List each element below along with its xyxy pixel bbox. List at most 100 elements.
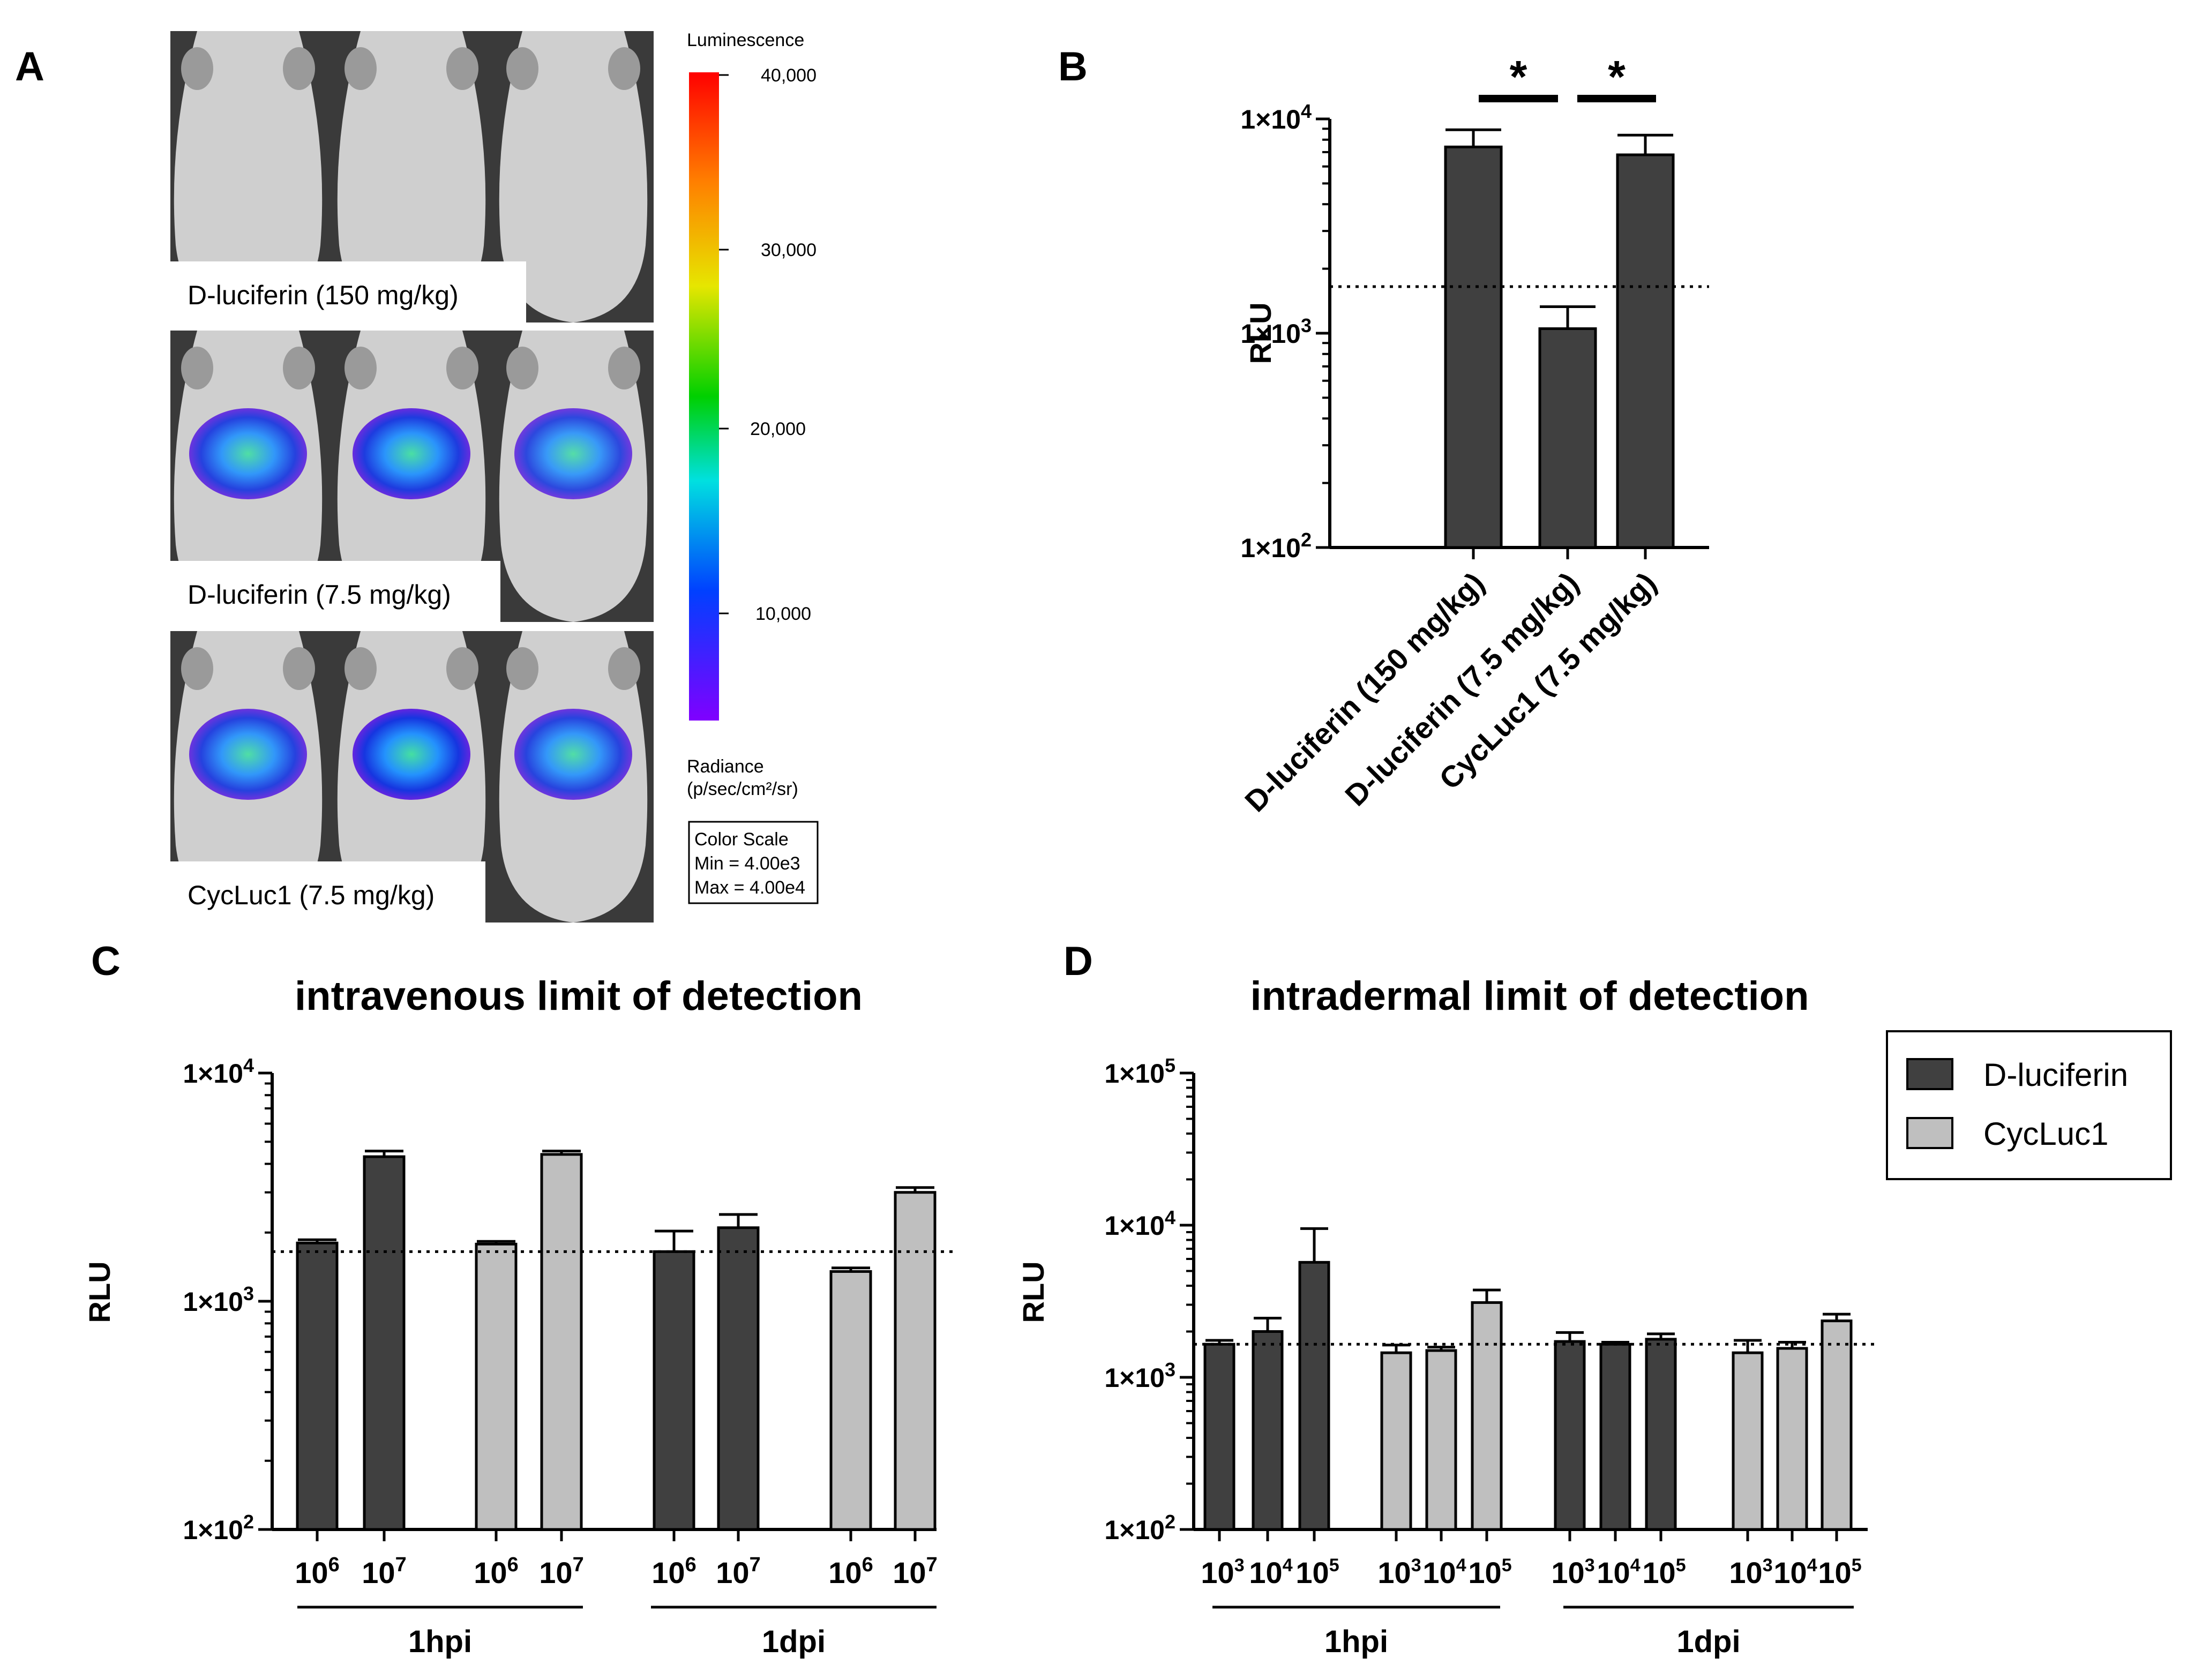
mouse xyxy=(174,331,323,622)
x-tick-label: 106 xyxy=(651,1554,696,1589)
y-tick-label: 1×103 xyxy=(1104,1359,1175,1393)
bar-rect xyxy=(1425,1349,1457,1531)
mouse-body xyxy=(499,31,648,322)
color-scale-bar xyxy=(689,72,719,721)
luminescence-signal xyxy=(514,709,632,800)
bar xyxy=(1252,1316,1284,1531)
bar-chart-c: 1×104 1×103 1×102 RLU intravenous limit of d… xyxy=(83,973,954,1659)
mouse-ear xyxy=(608,347,640,389)
bar xyxy=(1471,1288,1503,1531)
x-tick-label: 104 xyxy=(1597,1555,1640,1589)
mouse-ear xyxy=(344,47,377,90)
mouse-ear xyxy=(506,647,538,690)
bar xyxy=(540,1150,583,1531)
y-tick-label: 1×102 xyxy=(1104,1511,1175,1545)
group-label: 1hpi xyxy=(408,1624,472,1659)
bar-rect xyxy=(829,1270,872,1531)
mouse xyxy=(499,331,648,622)
photo-row-2: D-luciferin (7.5 mg/kg) xyxy=(170,331,654,622)
color-scale-min: Min = 4.00e3 xyxy=(694,853,800,874)
y-axis-label: RLU xyxy=(1016,1261,1050,1323)
chart-title: intradermal limit of detection xyxy=(1250,973,1809,1019)
bar xyxy=(363,1150,406,1531)
luminescence-signal xyxy=(189,408,307,499)
x-tick-label: 104 xyxy=(1422,1555,1466,1589)
mouse-group xyxy=(174,31,648,322)
photo-label: D-luciferin (150 mg/kg) xyxy=(188,280,459,310)
bar-rect xyxy=(475,1242,518,1531)
y-tick-label: 1×104 xyxy=(183,1054,254,1089)
legend-swatch-cycluc1 xyxy=(1906,1117,1953,1149)
bar-rect xyxy=(296,1241,339,1531)
mouse-ear xyxy=(181,347,213,389)
x-tick-label: 103 xyxy=(1377,1555,1421,1589)
mouse xyxy=(337,31,486,322)
x-tick-label: 105 xyxy=(1468,1555,1511,1589)
mouse-imaging-panel: D-luciferin (150 mg/kg) D-luciferin (7.5… xyxy=(170,30,819,922)
bar-rect xyxy=(1616,153,1675,549)
bar-rect xyxy=(1444,145,1503,549)
bar xyxy=(475,1240,518,1531)
photo-label-box xyxy=(170,861,485,922)
significance-star: * xyxy=(1608,51,1626,102)
mouse-ear xyxy=(283,347,315,389)
mouse xyxy=(174,631,323,922)
luminescence-signal xyxy=(353,709,470,800)
bar-rect xyxy=(653,1250,695,1531)
color-scale-box xyxy=(688,821,819,904)
mouse-ear xyxy=(506,47,538,90)
panel-label-a: A xyxy=(15,44,44,89)
y-tick-label: 1×102 xyxy=(183,1511,254,1545)
y-tick-label: 1×105 xyxy=(1104,1054,1175,1089)
legend-box xyxy=(1886,1030,2172,1180)
mouse xyxy=(337,631,486,922)
mouse-ear xyxy=(446,347,478,389)
x-tick-label: 104 xyxy=(1249,1555,1292,1589)
bar xyxy=(1599,1341,1631,1531)
scale-tick-label: 10,000 xyxy=(755,604,811,624)
bar xyxy=(1616,133,1675,549)
bar-rect xyxy=(1732,1351,1764,1531)
x-tick-label: 106 xyxy=(828,1554,873,1589)
mouse-ear xyxy=(506,347,538,389)
bar xyxy=(1538,305,1597,549)
bar xyxy=(894,1186,937,1531)
legend-label-cycluc1: CycLuc1 xyxy=(1983,1116,2108,1152)
bar-rect xyxy=(1821,1319,1853,1531)
bar-rect xyxy=(1203,1342,1235,1531)
x-tick-label: 106 xyxy=(474,1554,518,1589)
y-tick-label: 1×103 xyxy=(183,1282,254,1317)
x-tick-label: 107 xyxy=(893,1554,937,1589)
mouse-ear xyxy=(283,647,315,690)
x-tick-label: 105 xyxy=(1818,1555,1861,1589)
mouse-group xyxy=(174,331,648,622)
mouse-body xyxy=(174,31,323,322)
x-tick-label: 103 xyxy=(1729,1555,1772,1589)
mouse-group xyxy=(174,631,648,922)
photo-row-1: D-luciferin (150 mg/kg) xyxy=(170,31,654,322)
mouse xyxy=(499,31,648,322)
scale-tick-label: 40,000 xyxy=(761,65,817,86)
luminescence-title: Luminescence xyxy=(687,30,804,50)
group-label: 1dpi xyxy=(762,1624,826,1659)
mouse-ear xyxy=(344,347,377,389)
bar xyxy=(1380,1344,1412,1531)
legend-swatch-d-luciferin xyxy=(1906,1058,1953,1090)
color-scale-box-title: Color Scale xyxy=(694,829,789,850)
radiance-label: Radiance xyxy=(687,756,764,777)
x-tick-label: 103 xyxy=(1551,1555,1594,1589)
mouse xyxy=(499,631,648,922)
y-tick-label: 1×102 xyxy=(1240,529,1312,563)
bar-rect xyxy=(540,1153,583,1531)
bar xyxy=(653,1229,695,1531)
x-tick-label: 104 xyxy=(1773,1555,1817,1589)
bar-rect xyxy=(1380,1351,1412,1531)
significance-star: * xyxy=(1510,51,1527,102)
mouse-body xyxy=(337,31,486,322)
bar xyxy=(1554,1331,1586,1531)
bar xyxy=(1203,1339,1235,1531)
bar xyxy=(1732,1339,1764,1531)
bar-rect xyxy=(1298,1261,1330,1531)
mouse-ear xyxy=(446,647,478,690)
